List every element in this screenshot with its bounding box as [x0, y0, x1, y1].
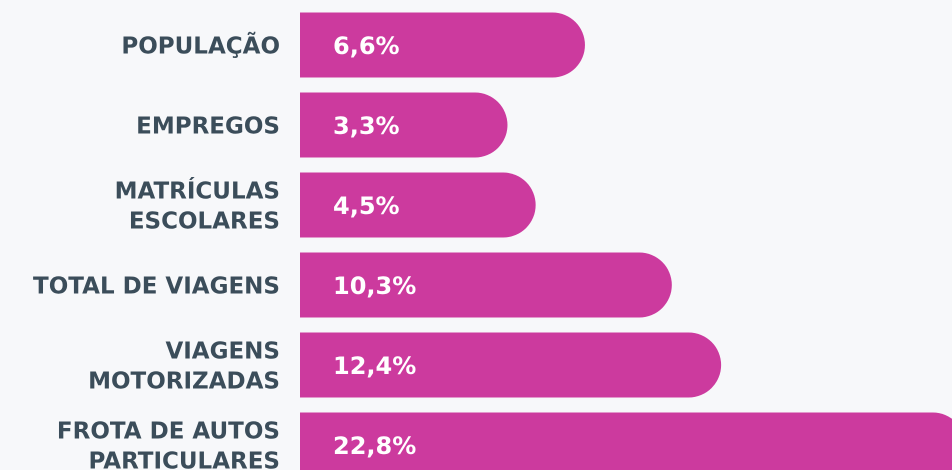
bar — [300, 92, 508, 158]
bar — [300, 12, 585, 78]
category-label: EMPREGOS — [136, 114, 280, 140]
category-label: FROTA DE AUTOS — [57, 419, 280, 445]
category-label: MATRÍCULAS — [115, 177, 280, 205]
value-label: 10,3% — [333, 272, 416, 300]
bar — [300, 172, 536, 238]
value-label: 4,5% — [333, 192, 400, 220]
category-label: MOTORIZADAS — [88, 369, 280, 395]
category-label: VIAGENS — [165, 339, 280, 365]
value-label: 22,8% — [333, 432, 416, 460]
category-label: TOTAL DE VIAGENS — [33, 274, 280, 300]
value-label: 3,3% — [333, 112, 400, 140]
value-label: 12,4% — [333, 352, 416, 380]
category-label: POPULAÇÃO — [121, 32, 280, 60]
bar — [300, 332, 722, 398]
category-label: ESCOLARES — [129, 209, 280, 235]
bar — [300, 252, 672, 318]
value-label: 6,6% — [333, 32, 400, 60]
category-label: PARTICULARES — [89, 449, 280, 470]
bar — [300, 412, 952, 470]
